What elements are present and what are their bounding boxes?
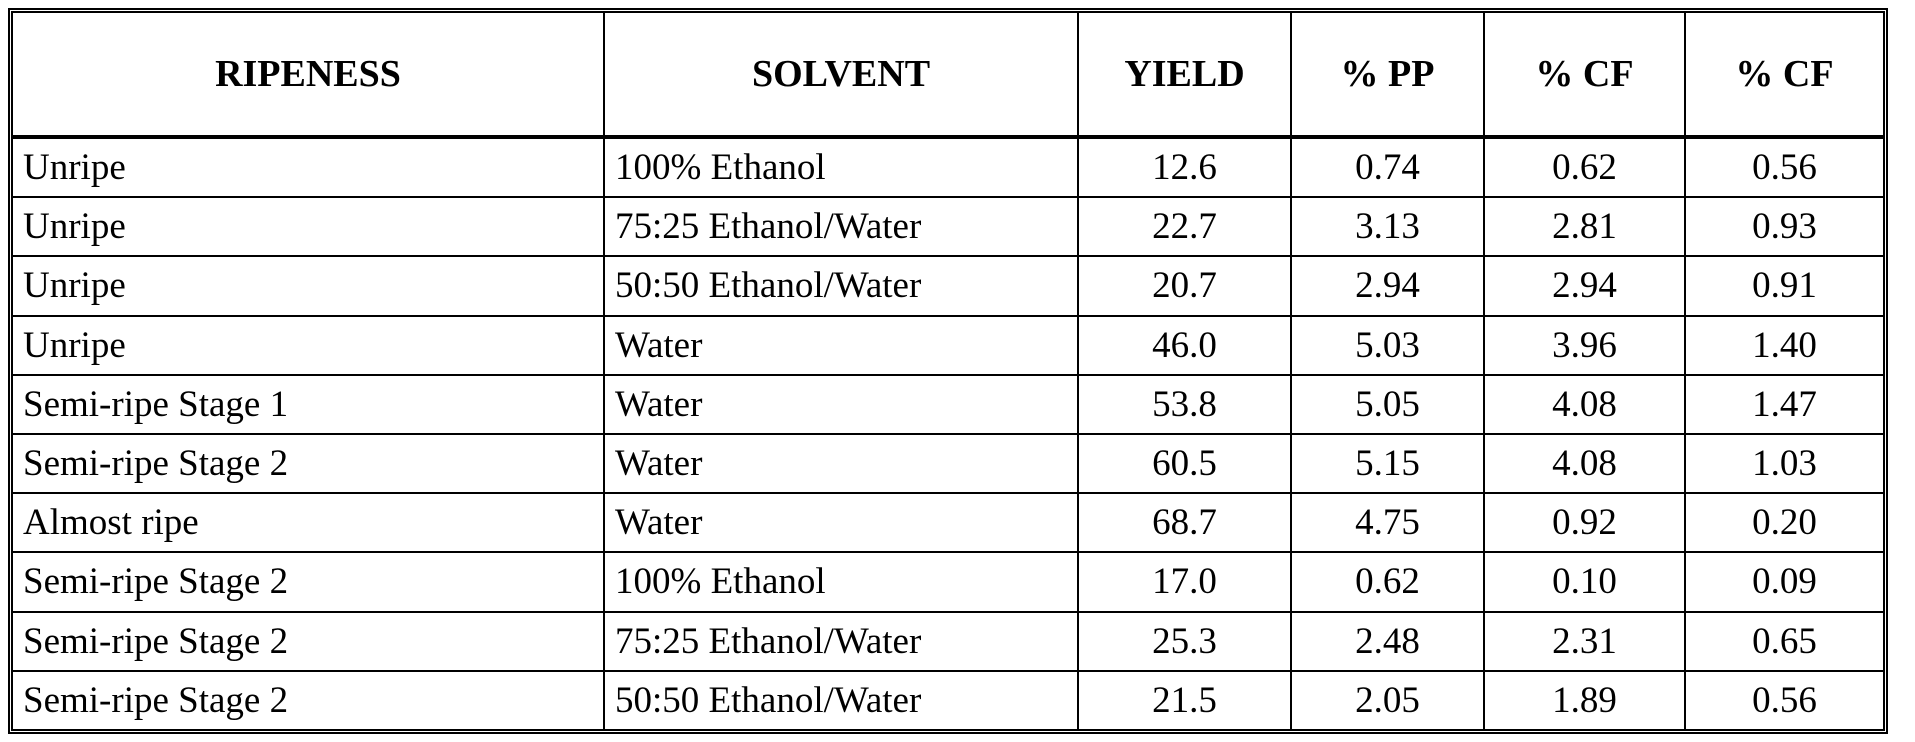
table-cell: 0.65 [1685, 612, 1883, 671]
table-cell: 3.13 [1291, 197, 1484, 256]
table-cell: 68.7 [1078, 493, 1291, 552]
table-cell: 100% Ethanol [604, 137, 1078, 197]
table-cell: 46.0 [1078, 316, 1291, 375]
table-cell: Water [604, 375, 1078, 434]
table-cell: Unripe [13, 197, 604, 256]
table-cell: 0.93 [1685, 197, 1883, 256]
table-cell: Semi-ripe Stage 2 [13, 612, 604, 671]
table-cell: 5.05 [1291, 375, 1484, 434]
table-cell: 75:25 Ethanol/Water [604, 612, 1078, 671]
table-cell: 2.94 [1484, 256, 1685, 315]
table-row: Unripe50:50 Ethanol/Water20.72.942.940.9… [13, 256, 1883, 315]
table-cell: 50:50 Ethanol/Water [604, 671, 1078, 729]
table-cell: 4.75 [1291, 493, 1484, 552]
table-cell: 0.20 [1685, 493, 1883, 552]
table-cell: 0.56 [1685, 671, 1883, 729]
table-cell: 100% Ethanol [604, 552, 1078, 611]
table-cell: 1.47 [1685, 375, 1883, 434]
column-header: % PP [1291, 13, 1484, 137]
table-cell: 75:25 Ethanol/Water [604, 197, 1078, 256]
table-frame: RIPENESSSOLVENTYIELD% PP% CF% CF Unripe1… [8, 8, 1888, 734]
table-cell: Almost ripe [13, 493, 604, 552]
table-cell: 53.8 [1078, 375, 1291, 434]
table-cell: 1.03 [1685, 434, 1883, 493]
table-cell: 50:50 Ethanol/Water [604, 256, 1078, 315]
table-cell: Semi-ripe Stage 1 [13, 375, 604, 434]
table-cell: 0.74 [1291, 137, 1484, 197]
table-cell: 1.89 [1484, 671, 1685, 729]
table-cell: 20.7 [1078, 256, 1291, 315]
header-row: RIPENESSSOLVENTYIELD% PP% CF% CF [13, 13, 1883, 137]
column-header: SOLVENT [604, 13, 1078, 137]
table-cell: 3.96 [1484, 316, 1685, 375]
table-cell: 12.6 [1078, 137, 1291, 197]
table-cell: 60.5 [1078, 434, 1291, 493]
table-cell: 2.05 [1291, 671, 1484, 729]
table-cell: 2.31 [1484, 612, 1685, 671]
table-cell: 2.48 [1291, 612, 1484, 671]
table-cell: 0.10 [1484, 552, 1685, 611]
table-cell: 5.15 [1291, 434, 1484, 493]
table-cell: Unripe [13, 316, 604, 375]
table-cell: Water [604, 493, 1078, 552]
table-row: Semi-ripe Stage 2100% Ethanol17.00.620.1… [13, 552, 1883, 611]
table-row: Semi-ripe Stage 2Water60.55.154.081.03 [13, 434, 1883, 493]
table-row: Semi-ripe Stage 275:25 Ethanol/Water25.3… [13, 612, 1883, 671]
table-cell: 22.7 [1078, 197, 1291, 256]
column-header: % CF [1685, 13, 1883, 137]
table-cell: 0.56 [1685, 137, 1883, 197]
table-cell: 0.91 [1685, 256, 1883, 315]
table-cell: Water [604, 316, 1078, 375]
column-header: YIELD [1078, 13, 1291, 137]
page: RIPENESSSOLVENTYIELD% PP% CF% CF Unripe1… [0, 0, 1915, 742]
table-row: Almost ripeWater68.74.750.920.20 [13, 493, 1883, 552]
table-cell: 21.5 [1078, 671, 1291, 729]
table-cell: 17.0 [1078, 552, 1291, 611]
table-row: Semi-ripe Stage 250:50 Ethanol/Water21.5… [13, 671, 1883, 729]
table-cell: 2.81 [1484, 197, 1685, 256]
table-cell: 0.62 [1291, 552, 1484, 611]
table-cell: 2.94 [1291, 256, 1484, 315]
table-row: Unripe100% Ethanol12.60.740.620.56 [13, 137, 1883, 197]
table-cell: 4.08 [1484, 375, 1685, 434]
table-cell: Semi-ripe Stage 2 [13, 434, 604, 493]
table-cell: Water [604, 434, 1078, 493]
table-row: Semi-ripe Stage 1Water53.85.054.081.47 [13, 375, 1883, 434]
table-cell: 25.3 [1078, 612, 1291, 671]
table-row: UnripeWater46.05.033.961.40 [13, 316, 1883, 375]
table-cell: 1.40 [1685, 316, 1883, 375]
table-cell: Unripe [13, 137, 604, 197]
table-cell: 0.09 [1685, 552, 1883, 611]
table-cell: Semi-ripe Stage 2 [13, 552, 604, 611]
table-cell: Semi-ripe Stage 2 [13, 671, 604, 729]
table-cell: 0.92 [1484, 493, 1685, 552]
table-cell: Unripe [13, 256, 604, 315]
table-cell: 4.08 [1484, 434, 1685, 493]
table-cell: 5.03 [1291, 316, 1484, 375]
table-body: Unripe100% Ethanol12.60.740.620.56Unripe… [13, 137, 1883, 729]
column-header: RIPENESS [13, 13, 604, 137]
table-cell: 0.62 [1484, 137, 1685, 197]
column-header: % CF [1484, 13, 1685, 137]
data-table: RIPENESSSOLVENTYIELD% PP% CF% CF Unripe1… [13, 13, 1883, 729]
table-row: Unripe75:25 Ethanol/Water22.73.132.810.9… [13, 197, 1883, 256]
